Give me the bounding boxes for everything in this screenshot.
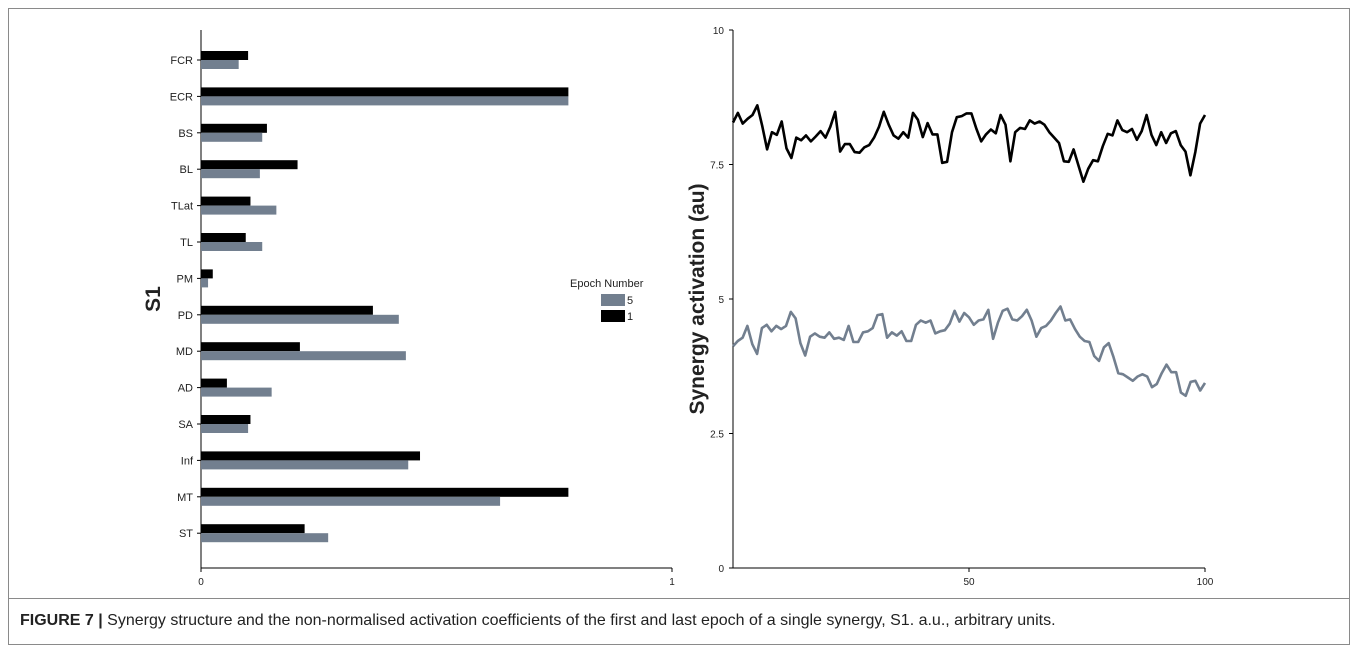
legend-swatch-epoch5 xyxy=(601,294,625,306)
bar-epoch1-pm xyxy=(201,269,213,279)
line-y-axis-title: Synergy activation (au) xyxy=(686,183,709,414)
line-y-tick-label: 2.5 xyxy=(710,430,724,441)
bar-epoch5-tl xyxy=(201,242,263,251)
series-line-epoch1 xyxy=(731,104,1207,183)
caption-divider xyxy=(8,598,1350,599)
bar-category-label: PD xyxy=(178,310,193,322)
bar-epoch5-st xyxy=(201,533,329,543)
line-chart: 0 2.5 5 7.5 10 50 100 Synergy activation (au) xyxy=(686,26,1214,588)
bar-epoch5-sa xyxy=(201,424,249,433)
caption-text: Synergy structure and the non-normalised… xyxy=(107,612,1056,629)
bar-y-axis-title: S1 xyxy=(142,286,165,312)
bar-epoch5-bl xyxy=(201,169,260,179)
figure-frame xyxy=(8,8,1350,645)
line-y-tick-label: 7.5 xyxy=(710,161,724,172)
legend-label-epoch5: 5 xyxy=(627,295,633,307)
bar-epoch5-ecr xyxy=(201,96,569,106)
line-y-tick-label: 5 xyxy=(718,295,724,306)
bar-category-label: ST xyxy=(179,528,193,540)
bar-x-tick-label: 1 xyxy=(669,577,675,588)
bar-epoch1-md xyxy=(201,342,300,352)
figure-caption: FIGURE 7 | Synergy structure and the non… xyxy=(20,612,1056,630)
bar-epoch1-sa xyxy=(201,415,251,424)
bar-category-label: TL xyxy=(180,237,193,249)
series-line-epoch5 xyxy=(732,305,1207,398)
bar-epoch1-tl xyxy=(201,233,246,242)
bar-category-label: SA xyxy=(178,419,193,431)
bar-category-label: PM xyxy=(177,273,194,285)
legend: Epoch Number 5 1 xyxy=(570,278,644,323)
bar-epoch5-pm xyxy=(201,278,209,288)
bar-epoch5-ad xyxy=(201,387,272,397)
bar-category-label: AD xyxy=(178,383,193,395)
bar-epoch5-md xyxy=(201,351,406,361)
line-y-tick-label: 10 xyxy=(713,26,725,37)
bar-category-label: BS xyxy=(178,128,193,140)
legend-title: Epoch Number xyxy=(570,278,644,290)
bar-epoch1-tlat xyxy=(201,196,251,206)
figure-label: FIGURE 7 | xyxy=(20,612,103,629)
bar-epoch5-mt xyxy=(201,496,501,506)
bar-x-tick-label: 0 xyxy=(198,577,204,588)
legend-swatch-epoch1 xyxy=(601,310,625,322)
bar-epoch5-tlat xyxy=(201,205,277,215)
bar-epoch1-st xyxy=(201,524,305,534)
bar-epoch1-bs xyxy=(201,123,267,133)
bar-category-label: ECR xyxy=(170,91,193,103)
line-y-tick-label: 0 xyxy=(718,564,724,575)
bar-epoch1-mt xyxy=(201,487,569,497)
legend-label-epoch1: 1 xyxy=(627,311,633,323)
bar-epoch1-pd xyxy=(201,305,373,315)
bar-category-label: MT xyxy=(177,492,193,504)
line-x-tick-label: 100 xyxy=(1197,577,1214,588)
bar-category-label: MD xyxy=(176,346,193,358)
bar-category-label: BL xyxy=(180,164,193,176)
bar-epoch1-fcr xyxy=(201,51,249,60)
bar-epoch5-pd xyxy=(201,314,399,324)
bar-epoch1-ad xyxy=(201,378,227,388)
bar-epoch5-inf xyxy=(201,460,409,470)
bar-epoch5-fcr xyxy=(201,60,239,69)
figure-charts: FCR ECR BS BL TLat TL PM PD MD AD SA Inf MT ST 0 1 S1 Ep… xyxy=(142,26,1214,588)
bar-epoch1-ecr xyxy=(201,87,569,97)
bar-category-label: TLat xyxy=(171,201,193,213)
bar-category-label: Inf xyxy=(181,455,194,467)
line-x-tick-label: 50 xyxy=(963,577,975,588)
bar-epoch5-bs xyxy=(201,132,263,142)
bar-epoch1-inf xyxy=(201,451,421,461)
bar-chart: FCR ECR BS BL TLat TL PM PD MD AD SA Inf MT ST 0 1 S1 xyxy=(142,30,675,588)
bar-category-label: FCR xyxy=(170,55,193,67)
bar-epoch1-bl xyxy=(201,160,298,170)
